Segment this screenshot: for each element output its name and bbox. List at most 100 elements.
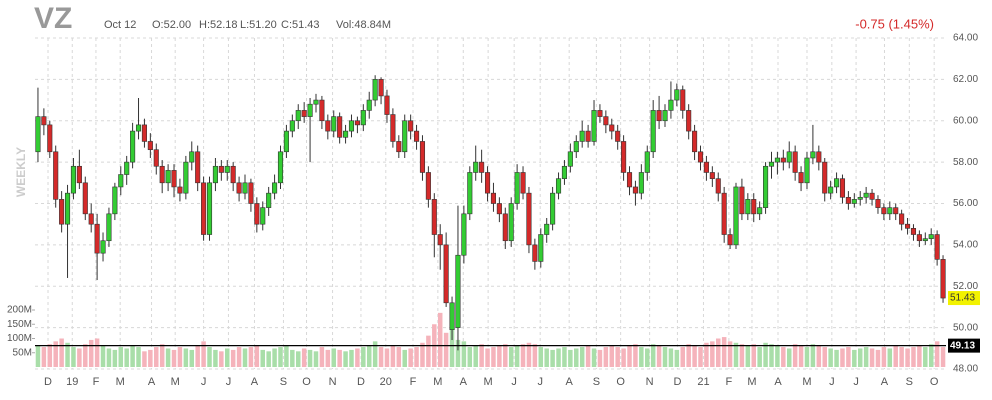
volume-bar <box>757 347 762 367</box>
y-tick-label: 56.00 <box>953 198 978 209</box>
volume-bar <box>485 348 490 367</box>
volume-bar <box>171 349 177 367</box>
x-tick-label: N <box>646 376 654 388</box>
candle-body <box>153 149 159 167</box>
candle-body <box>751 199 757 215</box>
volume-bar <box>597 349 603 367</box>
candle-body <box>206 182 213 235</box>
candle-body <box>437 234 443 246</box>
candle-body <box>319 99 325 122</box>
candle-body <box>739 186 745 215</box>
volume-bar <box>414 347 419 367</box>
volume-bar <box>650 344 656 367</box>
volume-bar <box>798 345 804 367</box>
volume-bar <box>928 344 934 367</box>
volume-bar <box>923 347 928 367</box>
volume-bar <box>668 348 674 367</box>
x-tick-label: D <box>357 376 365 388</box>
candle-body <box>692 130 698 153</box>
candle-body <box>141 124 147 142</box>
volume-bar <box>59 338 64 367</box>
x-tick-label: M <box>747 376 756 388</box>
x-tick-label: J <box>853 376 859 388</box>
candle-body <box>526 192 532 246</box>
reference-label: 49.13 <box>950 340 975 351</box>
volume-bar <box>88 339 94 367</box>
volume-bar <box>887 348 893 367</box>
candle-body <box>384 95 390 115</box>
volume-bar <box>301 348 307 367</box>
volume-bar <box>656 345 662 367</box>
volume-bar <box>716 338 721 367</box>
volume-bar <box>585 345 591 367</box>
x-tick-label: D <box>44 376 52 388</box>
volume-bar <box>591 348 597 367</box>
candle-body <box>195 151 201 184</box>
volume-bar <box>130 345 135 367</box>
candle-body <box>810 151 816 159</box>
volume-bar <box>83 344 88 367</box>
volume-bar <box>869 348 875 367</box>
candle-body <box>626 172 633 188</box>
candle-body <box>248 182 254 204</box>
x-tick-label: J <box>829 376 835 388</box>
volume-bar <box>313 351 319 367</box>
volume-tick-label: 100M <box>7 333 32 344</box>
volume-bar <box>934 341 940 367</box>
candle-body <box>343 130 349 138</box>
volume-bar <box>769 344 774 367</box>
x-tick-label: F <box>93 376 100 388</box>
x-tick-label: D <box>673 376 681 388</box>
candle-body <box>479 161 485 173</box>
candle-body <box>839 178 846 198</box>
volume-bar <box>834 349 839 367</box>
candle-body <box>224 165 230 173</box>
candle-body <box>656 110 662 122</box>
volume-bar <box>710 341 715 367</box>
candle-body <box>455 254 461 328</box>
volume-bar <box>35 345 41 367</box>
volume-bar <box>627 345 632 367</box>
candle-body <box>135 124 142 132</box>
x-tick-label: F <box>410 376 417 388</box>
candle-body <box>798 172 804 184</box>
candle-body <box>100 240 106 254</box>
candle-body <box>337 116 343 138</box>
candle-body <box>591 110 597 142</box>
x-tick-label: J <box>511 376 517 388</box>
candle-body <box>414 130 420 142</box>
volume-bar <box>579 347 585 367</box>
volume-bar <box>852 349 857 367</box>
volume-bar <box>550 349 555 367</box>
candle-body <box>757 207 763 215</box>
volume-bar <box>319 347 325 367</box>
volume-bar <box>621 348 626 367</box>
candle-body <box>41 116 47 126</box>
volume-bar <box>378 347 384 367</box>
candle-body <box>147 141 153 151</box>
volume-bar <box>41 347 47 367</box>
volume-bar <box>195 345 200 367</box>
volume-bar <box>402 349 407 367</box>
volume-bar <box>662 347 668 367</box>
candle-body <box>396 141 402 153</box>
x-tick-label: O <box>930 376 939 388</box>
volume-bar <box>911 347 916 367</box>
volume-bar <box>733 342 739 367</box>
candle-body <box>508 203 514 242</box>
volume-bar <box>828 348 833 367</box>
candle-body <box>934 234 940 260</box>
volume-bar <box>497 345 502 367</box>
candle-body <box>621 141 627 173</box>
volume-bar <box>893 345 898 367</box>
candle-body <box>680 89 686 111</box>
high-label: H:52.18 <box>199 19 238 31</box>
candle-body <box>585 130 591 142</box>
candle-body <box>331 116 337 132</box>
candle-body <box>514 172 520 204</box>
volume-bar <box>213 349 218 367</box>
volume-bar <box>940 347 946 367</box>
volume-bar <box>384 348 390 367</box>
volume-bar <box>704 342 709 367</box>
volume-bar <box>295 351 301 367</box>
